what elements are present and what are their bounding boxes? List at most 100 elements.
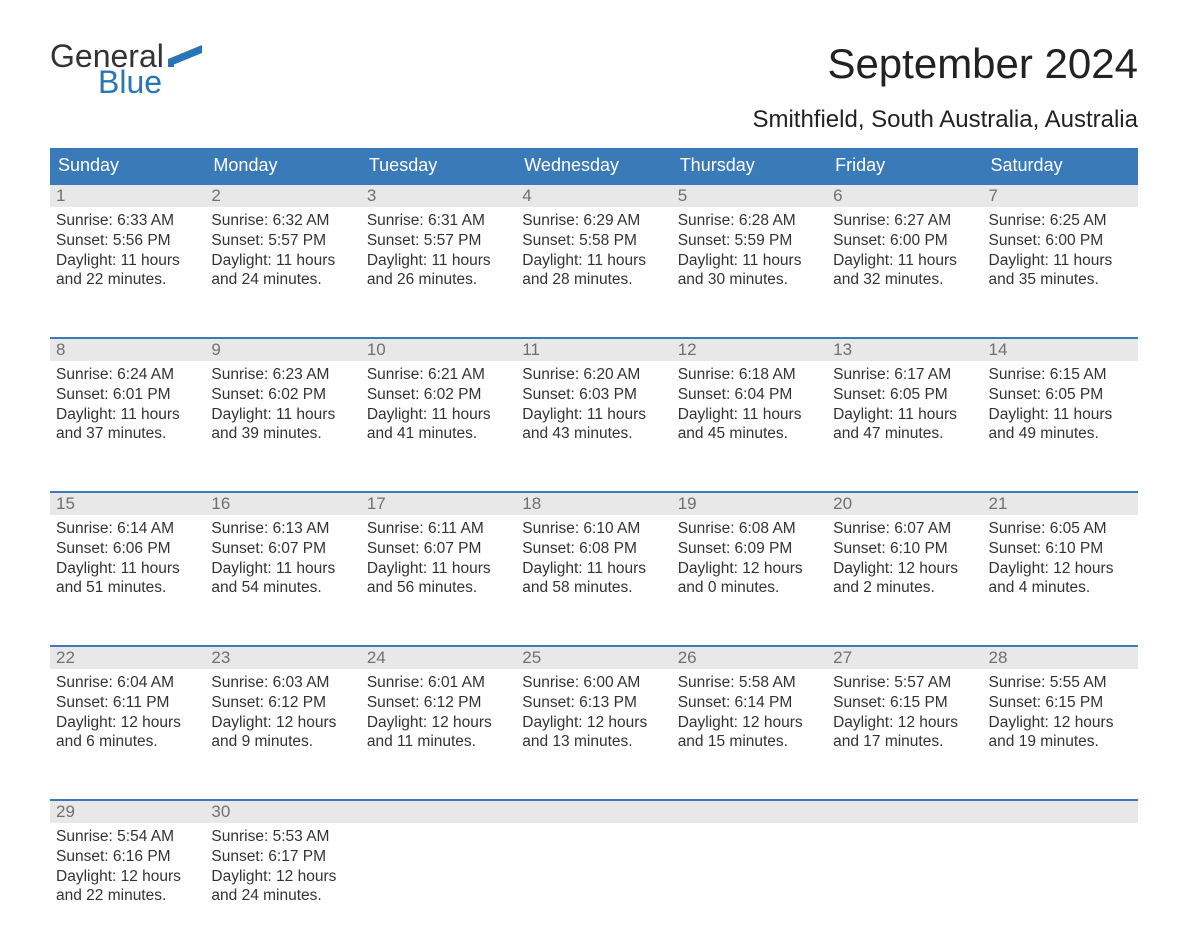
- day-daylight2: and 11 minutes.: [367, 732, 510, 752]
- calendar-day: [516, 823, 671, 933]
- page-title: September 2024: [827, 40, 1138, 88]
- day-body: Sunrise: 6:17 AMSunset: 6:05 PMDaylight:…: [827, 361, 982, 448]
- calendar-day: Sunrise: 6:00 AMSunset: 6:13 PMDaylight:…: [516, 669, 671, 779]
- day-daylight1: Daylight: 11 hours: [56, 405, 199, 425]
- day-sunrise: Sunrise: 6:17 AM: [833, 365, 976, 385]
- week-body-row: Sunrise: 6:14 AMSunset: 6:06 PMDaylight:…: [50, 515, 1138, 625]
- day-sunset: Sunset: 5:56 PM: [56, 231, 199, 251]
- weekday-header: Thursday: [672, 148, 827, 183]
- day-body: Sunrise: 6:03 AMSunset: 6:12 PMDaylight:…: [205, 669, 360, 756]
- calendar-day: Sunrise: 6:17 AMSunset: 6:05 PMDaylight:…: [827, 361, 982, 471]
- logo: General Blue: [50, 40, 202, 98]
- day-sunset: Sunset: 6:16 PM: [56, 847, 199, 867]
- day-body: Sunrise: 6:20 AMSunset: 6:03 PMDaylight:…: [516, 361, 671, 448]
- day-number: 23: [205, 647, 360, 669]
- day-daylight1: Daylight: 11 hours: [989, 251, 1132, 271]
- day-daylight1: Daylight: 11 hours: [989, 405, 1132, 425]
- day-sunrise: Sunrise: 6:28 AM: [678, 211, 821, 231]
- day-sunset: Sunset: 6:01 PM: [56, 385, 199, 405]
- day-sunset: Sunset: 6:02 PM: [367, 385, 510, 405]
- calendar-day: Sunrise: 6:24 AMSunset: 6:01 PMDaylight:…: [50, 361, 205, 471]
- day-sunset: Sunset: 6:15 PM: [833, 693, 976, 713]
- day-body: Sunrise: 5:53 AMSunset: 6:17 PMDaylight:…: [205, 823, 360, 910]
- day-sunrise: Sunrise: 6:07 AM: [833, 519, 976, 539]
- day-number: 26: [672, 647, 827, 669]
- day-number: [983, 801, 1138, 823]
- day-body: Sunrise: 5:57 AMSunset: 6:15 PMDaylight:…: [827, 669, 982, 756]
- day-daylight2: and 19 minutes.: [989, 732, 1132, 752]
- day-sunset: Sunset: 6:00 PM: [833, 231, 976, 251]
- calendar-week: 2930Sunrise: 5:54 AMSunset: 6:16 PMDayli…: [50, 799, 1138, 933]
- day-body: Sunrise: 6:15 AMSunset: 6:05 PMDaylight:…: [983, 361, 1138, 448]
- header: General Blue September 2024: [50, 40, 1138, 98]
- day-sunrise: Sunrise: 6:33 AM: [56, 211, 199, 231]
- day-daylight2: and 13 minutes.: [522, 732, 665, 752]
- day-sunrise: Sunrise: 6:31 AM: [367, 211, 510, 231]
- day-daylight2: and 43 minutes.: [522, 424, 665, 444]
- calendar-day: Sunrise: 6:33 AMSunset: 5:56 PMDaylight:…: [50, 207, 205, 317]
- page-subtitle: Smithfield, South Australia, Australia: [50, 106, 1138, 134]
- day-daylight1: Daylight: 12 hours: [367, 713, 510, 733]
- day-daylight2: and 30 minutes.: [678, 270, 821, 290]
- week-body-row: Sunrise: 5:54 AMSunset: 6:16 PMDaylight:…: [50, 823, 1138, 933]
- calendar: Sunday Monday Tuesday Wednesday Thursday…: [50, 148, 1138, 933]
- day-number: 22: [50, 647, 205, 669]
- day-daylight2: and 4 minutes.: [989, 578, 1132, 598]
- day-sunrise: Sunrise: 5:58 AM: [678, 673, 821, 693]
- day-number: 5: [672, 185, 827, 207]
- day-daylight1: Daylight: 11 hours: [367, 405, 510, 425]
- weekday-header: Friday: [827, 148, 982, 183]
- day-body: Sunrise: 6:24 AMSunset: 6:01 PMDaylight:…: [50, 361, 205, 448]
- calendar-day: Sunrise: 6:25 AMSunset: 6:00 PMDaylight:…: [983, 207, 1138, 317]
- day-number: 18: [516, 493, 671, 515]
- calendar-day: Sunrise: 6:14 AMSunset: 6:06 PMDaylight:…: [50, 515, 205, 625]
- day-daylight1: Daylight: 12 hours: [211, 867, 354, 887]
- day-daylight2: and 45 minutes.: [678, 424, 821, 444]
- day-daylight2: and 24 minutes.: [211, 886, 354, 906]
- calendar-week: 15161718192021Sunrise: 6:14 AMSunset: 6:…: [50, 491, 1138, 625]
- day-body: Sunrise: 6:23 AMSunset: 6:02 PMDaylight:…: [205, 361, 360, 448]
- day-number: 30: [205, 801, 360, 823]
- day-sunrise: Sunrise: 5:57 AM: [833, 673, 976, 693]
- day-sunset: Sunset: 5:59 PM: [678, 231, 821, 251]
- daynum-row: 1234567: [50, 185, 1138, 207]
- day-body: Sunrise: 6:29 AMSunset: 5:58 PMDaylight:…: [516, 207, 671, 294]
- daynum-row: 15161718192021: [50, 493, 1138, 515]
- day-sunset: Sunset: 6:11 PM: [56, 693, 199, 713]
- day-sunset: Sunset: 5:57 PM: [367, 231, 510, 251]
- calendar-day: Sunrise: 6:18 AMSunset: 6:04 PMDaylight:…: [672, 361, 827, 471]
- day-body: Sunrise: 6:21 AMSunset: 6:02 PMDaylight:…: [361, 361, 516, 448]
- day-number: [827, 801, 982, 823]
- calendar-day: [983, 823, 1138, 933]
- calendar-day: Sunrise: 6:15 AMSunset: 6:05 PMDaylight:…: [983, 361, 1138, 471]
- day-number: 27: [827, 647, 982, 669]
- day-daylight2: and 22 minutes.: [56, 886, 199, 906]
- weekday-header: Monday: [205, 148, 360, 183]
- day-sunrise: Sunrise: 6:00 AM: [522, 673, 665, 693]
- day-number: 12: [672, 339, 827, 361]
- day-daylight2: and 22 minutes.: [56, 270, 199, 290]
- calendar-day: Sunrise: 6:32 AMSunset: 5:57 PMDaylight:…: [205, 207, 360, 317]
- day-sunset: Sunset: 6:02 PM: [211, 385, 354, 405]
- day-daylight1: Daylight: 12 hours: [833, 559, 976, 579]
- day-number: 14: [983, 339, 1138, 361]
- day-sunrise: Sunrise: 6:20 AM: [522, 365, 665, 385]
- day-body: Sunrise: 6:28 AMSunset: 5:59 PMDaylight:…: [672, 207, 827, 294]
- calendar-day: Sunrise: 6:28 AMSunset: 5:59 PMDaylight:…: [672, 207, 827, 317]
- calendar-day: Sunrise: 6:27 AMSunset: 6:00 PMDaylight:…: [827, 207, 982, 317]
- day-sunrise: Sunrise: 6:24 AM: [56, 365, 199, 385]
- day-body: Sunrise: 6:08 AMSunset: 6:09 PMDaylight:…: [672, 515, 827, 602]
- calendar-day: Sunrise: 6:03 AMSunset: 6:12 PMDaylight:…: [205, 669, 360, 779]
- day-number: 9: [205, 339, 360, 361]
- calendar-day: Sunrise: 5:57 AMSunset: 6:15 PMDaylight:…: [827, 669, 982, 779]
- day-body: Sunrise: 5:54 AMSunset: 6:16 PMDaylight:…: [50, 823, 205, 910]
- day-number: 8: [50, 339, 205, 361]
- day-sunrise: Sunrise: 5:55 AM: [989, 673, 1132, 693]
- day-sunset: Sunset: 5:58 PM: [522, 231, 665, 251]
- calendar-day: Sunrise: 6:08 AMSunset: 6:09 PMDaylight:…: [672, 515, 827, 625]
- day-body: Sunrise: 6:11 AMSunset: 6:07 PMDaylight:…: [361, 515, 516, 602]
- day-daylight1: Daylight: 11 hours: [522, 559, 665, 579]
- day-daylight1: Daylight: 11 hours: [678, 251, 821, 271]
- day-body: Sunrise: 6:32 AMSunset: 5:57 PMDaylight:…: [205, 207, 360, 294]
- day-number: 4: [516, 185, 671, 207]
